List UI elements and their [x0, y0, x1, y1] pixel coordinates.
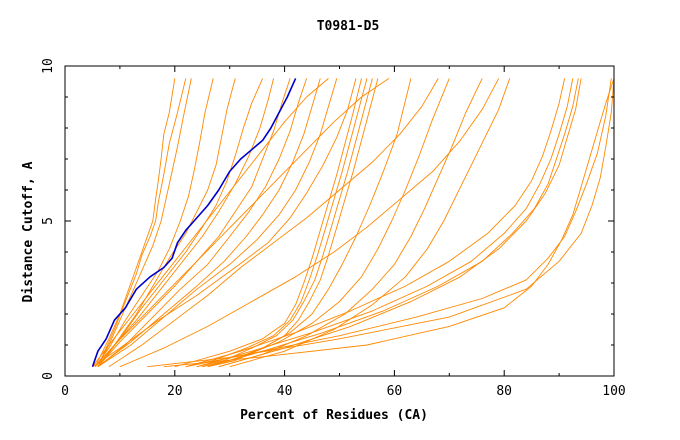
- series-line-4: [94, 78, 214, 367]
- highlight-series-line: [91, 78, 297, 367]
- axis-tick-labels: 0 20 40 60 80 100 0 5 10: [41, 58, 626, 399]
- series-line-28: [92, 78, 329, 367]
- series-line-19: [218, 78, 483, 368]
- series-line-6: [97, 78, 264, 367]
- axis-ticks: [64, 65, 615, 377]
- series-line-2: [97, 78, 187, 367]
- x-tick-label: 0: [61, 384, 69, 399]
- series-line-17: [202, 78, 412, 368]
- y-tick-label: 0: [41, 372, 56, 380]
- series-line-8: [97, 78, 291, 367]
- series-line-18: [202, 78, 450, 368]
- series-line-26: [163, 78, 615, 368]
- series-line-9: [97, 78, 308, 368]
- series-line-24: [218, 78, 582, 368]
- y-tick-label: 5: [41, 217, 56, 225]
- y-tick-label: 10: [41, 58, 56, 74]
- x-tick-label: 20: [167, 384, 183, 399]
- series-line-25: [185, 78, 612, 368]
- highlight-series: [91, 78, 297, 367]
- series-line-27: [147, 78, 615, 368]
- series-line-5: [97, 78, 236, 367]
- x-tick-label: 100: [602, 384, 625, 399]
- series-line-30: [108, 78, 439, 368]
- series-line-29: [94, 78, 390, 367]
- series-lines: [92, 78, 615, 368]
- series-line-20: [229, 78, 511, 368]
- series-line-10: [97, 78, 321, 368]
- series-line-3: [97, 78, 192, 367]
- series-line-7: [94, 78, 275, 367]
- y-axis-label: Distance Cutoff, A: [21, 161, 36, 302]
- series-line-11: [97, 78, 338, 368]
- plot-frame: [64, 65, 615, 377]
- chart-title: T0981-D5: [317, 19, 380, 34]
- series-line-22: [196, 78, 574, 368]
- series-line-1: [94, 78, 176, 367]
- x-tick-label: 60: [387, 384, 403, 399]
- series-line-12: [92, 78, 357, 368]
- series-line-23: [207, 78, 579, 368]
- x-tick-label: 80: [496, 384, 512, 399]
- series-line-14: [185, 78, 368, 368]
- series-line-31: [119, 78, 500, 368]
- x-axis-label: Percent of Residues (CA): [240, 408, 428, 423]
- series-line-13: [174, 78, 362, 368]
- series-line-21: [185, 78, 566, 368]
- x-tick-label: 40: [277, 384, 293, 399]
